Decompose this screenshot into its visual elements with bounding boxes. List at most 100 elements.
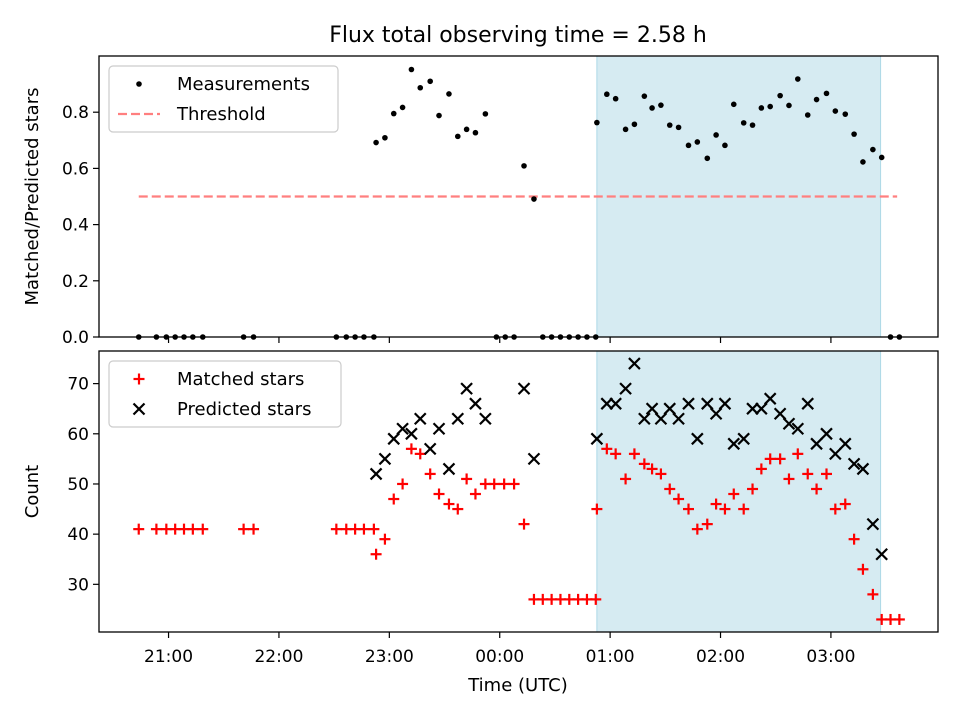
matched-star-point — [405, 443, 417, 455]
figure-title: Flux total observing time = 2.58 h — [329, 23, 707, 48]
predicted-star-point — [628, 357, 641, 370]
measurement-point — [842, 111, 849, 117]
measurement-point — [730, 101, 737, 108]
measurement-point — [794, 76, 801, 82]
matched-star-point — [388, 493, 400, 505]
predicted-star-point — [672, 412, 685, 426]
matched-star-point — [370, 548, 382, 560]
matched-star-point — [857, 563, 869, 575]
matched-star-point — [591, 503, 603, 515]
measurement-point — [427, 78, 433, 85]
matched-star-point — [248, 523, 260, 535]
x-tick-label: 02:00 — [696, 647, 745, 667]
predicted-star-point — [773, 407, 787, 421]
measurement-point — [373, 139, 379, 146]
matched-star-point — [379, 533, 391, 545]
matched-star-point — [620, 473, 632, 485]
legend-label-measurements: Measurements — [177, 74, 310, 95]
matched-star-point — [811, 483, 823, 495]
matched-star-point — [358, 523, 370, 535]
predicted-star-point — [469, 397, 482, 410]
legend-predicted-marker — [132, 402, 146, 416]
matched-star-point — [238, 523, 250, 535]
measurement-point — [622, 126, 629, 133]
predicted-star-point — [810, 437, 823, 451]
matched-star-point — [673, 493, 685, 505]
measurement-point — [472, 129, 479, 136]
matched-star-point — [414, 448, 426, 460]
predicted-star-point — [755, 402, 768, 415]
matched-star-point — [839, 498, 851, 510]
matched-star-point — [498, 478, 510, 490]
predicted-star-point — [829, 447, 842, 461]
predicted-star-point — [801, 397, 815, 410]
matched-star-point — [133, 523, 145, 535]
predicted-star-point — [838, 437, 852, 451]
legend-matched-marker — [133, 373, 145, 385]
x-axis-label: Time (UTC) — [467, 675, 568, 696]
predicted-star-point — [663, 402, 677, 415]
y-tick-label: 30 — [67, 575, 89, 595]
matched-star-point — [664, 483, 676, 495]
x-tick-label: 03:00 — [806, 647, 855, 667]
predicted-star-point — [387, 432, 401, 446]
matched-star-point — [691, 523, 703, 535]
ratio-y-ticks: 0.0 0.2 0.4 0.6 0.8 — [62, 103, 99, 348]
predicted-star-point — [369, 467, 383, 481]
predicted-star-point — [396, 422, 409, 436]
measurement-point — [758, 105, 765, 111]
matched-star-point — [508, 478, 520, 490]
predicted-star-point — [638, 412, 651, 426]
y-tick-label: 50 — [67, 475, 89, 495]
measurement-point — [694, 139, 701, 145]
measurement-point — [390, 110, 397, 117]
predicted-star-point — [527, 452, 541, 466]
predicted-star-point — [413, 412, 427, 426]
measurement-point — [436, 112, 442, 119]
observing-window-span-bottom — [596, 350, 882, 633]
measurement-point — [649, 105, 655, 111]
predicted-star-point — [609, 397, 622, 410]
matched-star-point — [488, 478, 500, 490]
legend-box — [108, 65, 339, 133]
ratio-x-ticks — [167, 337, 832, 343]
matched-star-point — [848, 533, 860, 545]
predicted-star-point — [709, 407, 723, 421]
measurement-point — [408, 66, 415, 73]
measurement-point — [641, 93, 648, 99]
measurement-point — [767, 103, 773, 110]
matched-star-point — [829, 503, 841, 515]
predicted-star-point — [856, 462, 870, 476]
measurement-point — [870, 146, 876, 153]
measurement-point — [740, 120, 747, 126]
matched-star-point — [783, 473, 795, 485]
matched-star-point — [433, 488, 445, 500]
measurement-point — [832, 108, 839, 114]
y-tick-label: 0.8 — [62, 103, 89, 123]
measurement-point — [878, 154, 885, 161]
matched-star-point — [610, 448, 622, 460]
predicted-star-point — [405, 427, 418, 441]
measurement-point — [594, 119, 600, 126]
x-tick-label: 00:00 — [475, 647, 524, 667]
matched-star-point — [150, 523, 162, 535]
measurement-point — [749, 122, 756, 128]
matched-star-point — [738, 503, 750, 515]
predicted-star-point — [460, 382, 473, 395]
matched-star-point — [443, 498, 455, 510]
predicted-star-point — [791, 422, 805, 436]
matched-star-point — [792, 448, 804, 460]
matched-star-point — [719, 503, 731, 515]
matched-star-point — [821, 468, 833, 480]
matched-star-point — [590, 593, 602, 605]
predicted-star-point — [820, 427, 833, 441]
measurement-point — [786, 102, 792, 109]
predicted-star-point — [763, 392, 777, 405]
matched-star-point — [655, 468, 667, 480]
predicted-star-point — [378, 452, 392, 466]
predicted-star-point — [654, 412, 668, 426]
y-tick-label: 0.6 — [62, 159, 89, 179]
predicted-star-point — [700, 397, 714, 410]
measurement-point — [399, 104, 406, 111]
